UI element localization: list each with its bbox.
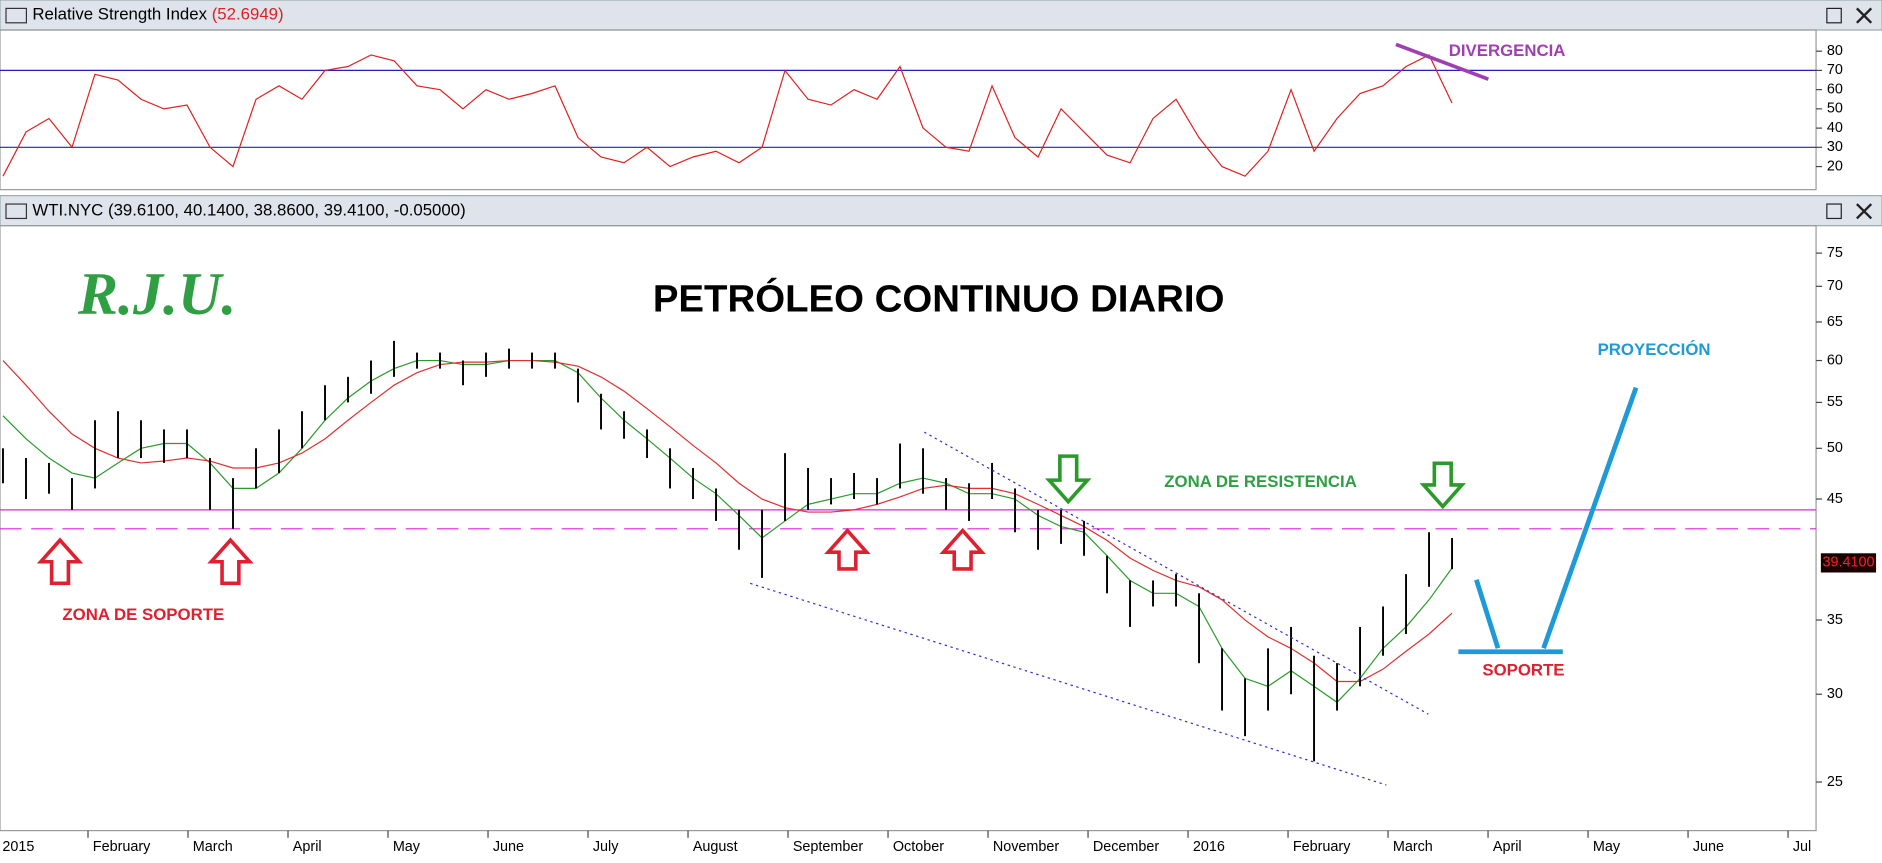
price-panel: 25 30 35 45 50 55 60 65 70 75 2015 February March Apr… — [0, 245, 1877, 855]
y-tick-label: 50 — [1827, 101, 1843, 117]
x-tick-label: November — [993, 839, 1060, 855]
support-zone-label: ZONA DE SOPORTE — [62, 605, 224, 624]
x-tick-label: March — [1393, 839, 1433, 855]
y-tick-label: 30 — [1827, 139, 1843, 155]
x-tick-label: February — [93, 839, 151, 855]
resistance-arrows — [1045, 454, 1466, 510]
up-arrow — [207, 537, 254, 586]
moving-average — [2, 359, 1453, 683]
x-tick-label: 2015 — [2, 839, 34, 855]
up-arrow — [824, 527, 871, 571]
x-tick-label: April — [293, 839, 322, 855]
rsi-line — [2, 54, 1453, 177]
y-tick-label: 75 — [1827, 245, 1843, 261]
last-price-label: 39.4100 — [1822, 555, 1874, 571]
close-button[interactable] — [1856, 7, 1873, 24]
x-tick-label: February — [1293, 839, 1351, 855]
maximize-button[interactable] — [1826, 203, 1842, 220]
up-arrow — [36, 537, 84, 586]
up-arrow — [939, 527, 986, 571]
x-tick-label: 2016 — [1193, 839, 1225, 855]
rsi-value: (52.6949) — [212, 5, 284, 24]
y-tick-label: 55 — [1827, 394, 1843, 410]
x-tick-label: Jul — [1793, 839, 1811, 855]
close-button[interactable] — [1856, 203, 1873, 220]
x-tick-label: June — [493, 839, 524, 855]
y-tick-label: 65 — [1827, 314, 1843, 330]
down-arrow — [1045, 454, 1092, 505]
resistance-label: ZONA DE RESISTENCIA — [1164, 472, 1357, 491]
projection-lines — [1458, 386, 1639, 655]
x-tick-label: October — [893, 839, 944, 855]
x-tick-label: June — [1693, 839, 1724, 855]
panel-icon — [5, 203, 28, 220]
maximize-button[interactable] — [1826, 7, 1842, 24]
chart-heading: PETRÓLEO CONTINUO DIARIO — [653, 276, 1225, 320]
rsi-title: Relative Strength Index — [32, 5, 207, 24]
rsi-panel: 20 30 40 50 60 70 80 — [0, 43, 1843, 177]
divergence-line — [1395, 42, 1490, 81]
y-tick-label: 20 — [1827, 158, 1843, 174]
x-tick-label: December — [1093, 839, 1160, 855]
author-mark: R.J.U. — [77, 261, 236, 327]
x-tick-label: May — [1593, 839, 1621, 855]
y-tick-label: 70 — [1827, 62, 1843, 78]
y-tick-label: 80 — [1827, 43, 1843, 59]
x-tick-label: April — [1493, 839, 1522, 855]
down-arrow — [1419, 461, 1466, 510]
y-tick-label: 60 — [1827, 81, 1843, 97]
y-tick-label: 70 — [1827, 278, 1843, 294]
y-tick-label: 50 — [1827, 440, 1843, 456]
x-tick-label: July — [593, 839, 619, 855]
x-tick-label: August — [693, 839, 738, 855]
price-title: WTI.NYC (39.6100, 40.1400, 38.8600, 39.4… — [32, 201, 465, 220]
price-plot-frame — [0, 225, 1817, 832]
panel-icon — [5, 7, 28, 24]
x-tick-label: September — [793, 839, 864, 855]
y-tick-label: 35 — [1827, 612, 1843, 628]
y-tick-label: 40 — [1827, 120, 1843, 136]
x-tick-label: May — [393, 839, 421, 855]
x-tick-label: March — [193, 839, 233, 855]
projection-label: PROYECCIÓN — [1598, 340, 1711, 359]
trend-line — [923, 431, 1429, 715]
y-tick-label: 45 — [1827, 491, 1843, 507]
support-label: SOPORTE — [1482, 660, 1564, 679]
rsi-plot-frame — [0, 29, 1817, 191]
moving-average — [2, 359, 1453, 704]
divergence-label: DIVERGENCIA — [1449, 41, 1566, 60]
last-price-box — [1820, 553, 1877, 573]
support-arrows — [36, 527, 986, 586]
y-tick-label: 60 — [1827, 352, 1843, 368]
panel-title: Relative Strength Index (52.6949) — [32, 5, 283, 24]
y-tick-label: 30 — [1827, 686, 1843, 702]
annotations: R.J.U. PETRÓLEO CONTINUO DIARIO ZONA DE … — [36, 41, 1711, 786]
y-tick-label: 25 — [1827, 774, 1843, 790]
